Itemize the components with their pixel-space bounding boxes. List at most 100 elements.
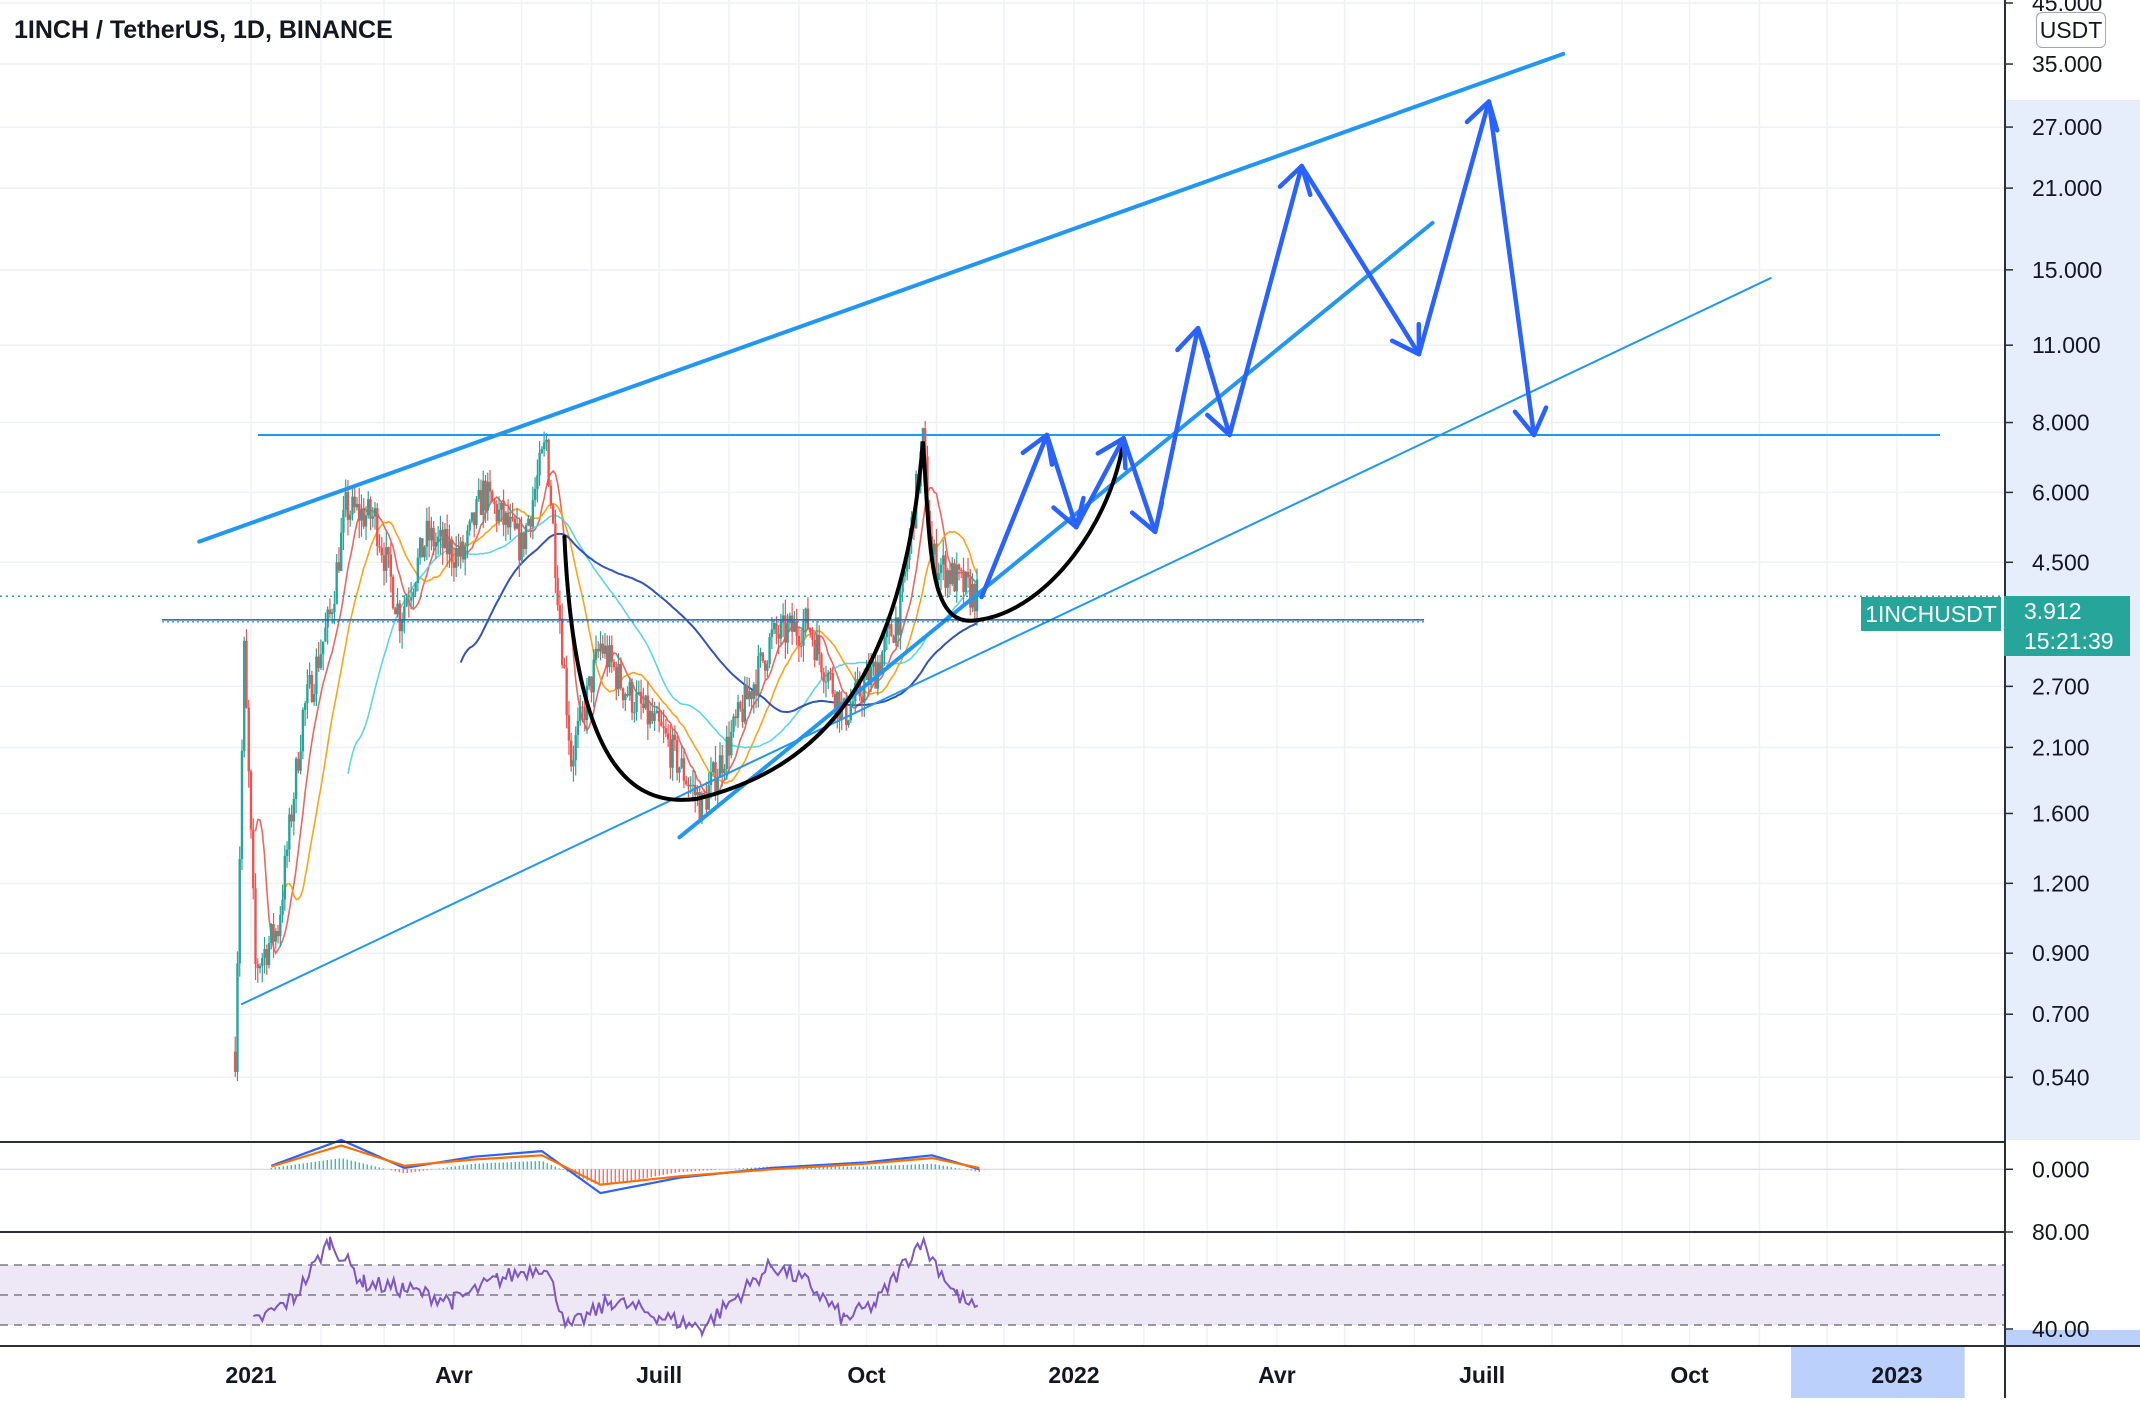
candle-body — [951, 563, 954, 585]
candle-body — [743, 685, 746, 723]
candle-body — [321, 641, 325, 655]
candle-body — [712, 762, 715, 773]
time-tick-label: Juill — [636, 1362, 682, 1388]
candle-body — [430, 527, 433, 541]
price-tick-label: 1.200 — [2032, 870, 2090, 896]
candle-body — [815, 634, 819, 661]
candle-body — [966, 571, 970, 578]
candle-body — [682, 758, 686, 781]
candle-body — [378, 546, 381, 548]
candle-body — [254, 888, 257, 965]
candle-body — [520, 532, 523, 561]
candle-body — [518, 523, 521, 561]
projection-arrow-segment — [1416, 99, 1492, 357]
candle-body — [491, 491, 494, 502]
candle-body — [403, 606, 406, 621]
candle-body — [849, 704, 852, 721]
candle-body — [725, 736, 728, 770]
currency-unit-badge[interactable]: USDT — [2036, 12, 2106, 48]
candle-body — [563, 664, 566, 669]
price-tick-label: 4.500 — [2032, 549, 2090, 575]
candle-body — [878, 663, 882, 673]
candle-body — [741, 708, 744, 723]
candle-body — [797, 635, 801, 646]
candle-body — [529, 518, 532, 527]
candle-body — [721, 755, 724, 774]
candle-body — [330, 612, 334, 614]
candle-body — [240, 750, 244, 859]
candle-body — [545, 439, 548, 443]
candle-body — [500, 502, 503, 510]
candle-body — [263, 949, 266, 959]
candle-body — [502, 502, 505, 525]
candle-body — [635, 693, 638, 713]
candle-body — [344, 492, 347, 511]
candle-body — [960, 569, 963, 571]
candle-body — [511, 516, 514, 519]
candle-body — [360, 508, 363, 521]
projection-arrow-segment — [1195, 325, 1232, 438]
candle-body — [515, 523, 519, 529]
candle-body — [560, 619, 564, 665]
candle-body — [522, 532, 526, 550]
candle-body — [935, 543, 938, 581]
candle-body — [579, 706, 582, 721]
last-price-badge: 3.912 15:21:39 — [2004, 596, 2130, 656]
candle-body — [772, 623, 776, 630]
candle-body — [892, 636, 895, 643]
candle-body — [351, 496, 354, 515]
candle-body — [969, 577, 972, 608]
candle-body — [693, 784, 697, 796]
candle-body — [504, 512, 507, 525]
candle-body — [718, 755, 722, 778]
lower-trend-line — [240, 277, 1772, 1006]
time-tick-label: 2023 — [1871, 1362, 1922, 1388]
candle-body — [673, 734, 677, 741]
candle-body — [894, 617, 898, 643]
rsi-scale-highlight — [2006, 1330, 2140, 1346]
candle-body — [441, 529, 444, 548]
candle-body — [599, 643, 602, 652]
candle-body — [306, 684, 309, 704]
candle-body — [754, 684, 758, 696]
candle-body — [353, 496, 356, 508]
candle-body — [394, 608, 397, 615]
candle-body — [473, 512, 476, 526]
candle-body — [933, 543, 936, 555]
candle-body — [572, 760, 575, 767]
candle-body — [488, 481, 492, 492]
candle-body — [885, 628, 889, 638]
candle-body — [865, 668, 868, 680]
candle-body — [549, 485, 553, 506]
candle-body — [382, 555, 386, 571]
candle-body — [689, 785, 692, 787]
candle-body — [669, 739, 672, 768]
candle-body — [371, 516, 374, 519]
candle-body — [457, 547, 460, 557]
price-tick-label: 6.000 — [2032, 479, 2090, 505]
candle-body — [962, 570, 965, 593]
candle-body — [655, 710, 659, 714]
projection-arrow-segment — [1486, 99, 1537, 438]
candle-body — [554, 523, 557, 579]
candle-body — [416, 557, 420, 584]
candle-body — [617, 663, 620, 690]
candle-body — [339, 532, 343, 571]
candle-body — [781, 615, 785, 621]
candle-body — [358, 503, 361, 521]
candle-body — [759, 652, 762, 657]
projection-arrow-segment — [1299, 163, 1422, 357]
candle-body — [734, 716, 737, 719]
candle-body — [662, 725, 665, 729]
candle-body — [594, 648, 598, 660]
candle-body — [243, 640, 246, 751]
candle-body — [684, 780, 688, 785]
candle-body — [547, 439, 550, 486]
candle-body — [736, 702, 740, 719]
candle-body — [869, 666, 873, 686]
candle-body — [745, 685, 749, 700]
candle-body — [639, 691, 643, 704]
candle-body — [714, 762, 717, 793]
